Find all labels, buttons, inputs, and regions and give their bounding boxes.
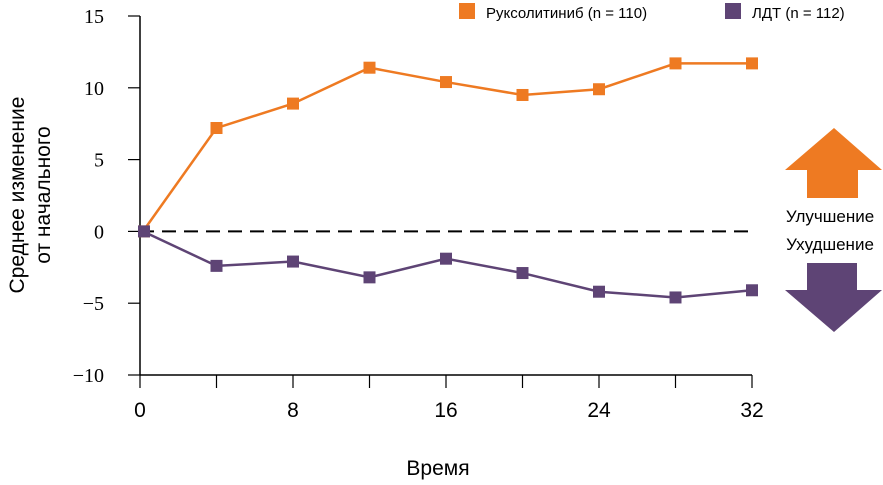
data-point (516, 88, 529, 101)
data-point (138, 225, 150, 238)
data-point (363, 61, 376, 74)
y-axis-label-line1: Среднее изменение (6, 97, 29, 294)
y-tick-label: 15 (84, 6, 104, 28)
y-tick-label: 0 (94, 221, 104, 243)
data-point (593, 83, 605, 96)
data-point (746, 284, 758, 297)
data-point (440, 76, 452, 89)
y-tick-label: −10 (73, 365, 104, 387)
data-point (669, 291, 682, 304)
x-axis-label: Время (406, 457, 469, 480)
data-point (287, 97, 299, 110)
y-tick-label: −5 (83, 293, 104, 315)
data-point (210, 259, 223, 272)
data-point (287, 255, 299, 268)
data-point (593, 285, 605, 298)
legend-label-ruxolitinib: Руксолитиниб (n = 110) (486, 5, 647, 22)
y-tick-label: 5 (94, 150, 104, 172)
arrow-up-icon (785, 128, 882, 198)
series-0 (138, 57, 758, 238)
data-point (669, 57, 682, 70)
legend: Руксолитиниб (n = 110) ЛДТ (n = 112) (459, 3, 845, 22)
series-line (141, 62, 752, 233)
data-point (746, 57, 758, 70)
legend-swatch-bat (725, 3, 741, 19)
data-point (440, 252, 452, 265)
x-tick-label: 32 (740, 399, 763, 422)
legend-swatch-ruxolitinib (459, 3, 475, 19)
data-point (210, 122, 223, 135)
y-axis-label-line2: от начального (32, 126, 55, 263)
data-point (516, 267, 529, 280)
y-tick-label: 10 (84, 78, 104, 100)
x-tick-label: 24 (587, 399, 611, 422)
x-tick-label: 0 (134, 399, 146, 422)
series-1 (138, 225, 758, 304)
data-point (363, 271, 376, 284)
improvement-label: Улучшение (786, 207, 874, 226)
arrow-down-icon (785, 263, 882, 332)
x-tick-label: 16 (434, 399, 457, 422)
worsening-label: Ухудшение (786, 235, 874, 254)
x-tick-label: 8 (287, 399, 299, 422)
legend-label-bat: ЛДТ (n = 112) (752, 5, 845, 22)
